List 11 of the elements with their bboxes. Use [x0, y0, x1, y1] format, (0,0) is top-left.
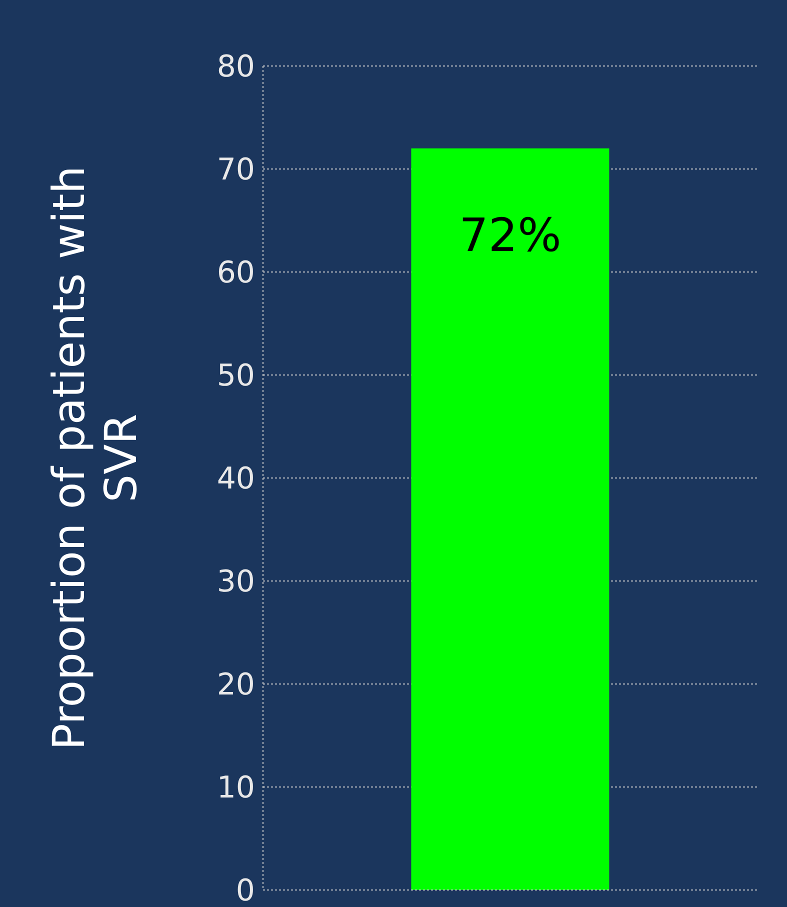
data-label: 72% — [459, 208, 562, 262]
y-tick-label: 60 — [216, 256, 255, 291]
y-tick-label: 70 — [216, 152, 255, 188]
y-axis-title: Proportion of patients with SVR — [44, 166, 147, 750]
y-tick-label: 30 — [216, 564, 255, 600]
y-tick-label: 20 — [216, 668, 255, 703]
y-tick-label: 0 — [236, 874, 255, 907]
y-tick-label: 40 — [216, 462, 255, 497]
y-tick-label: 80 — [216, 50, 255, 85]
y-tick-label: 10 — [216, 770, 255, 806]
y-tick-label: 50 — [216, 358, 255, 394]
